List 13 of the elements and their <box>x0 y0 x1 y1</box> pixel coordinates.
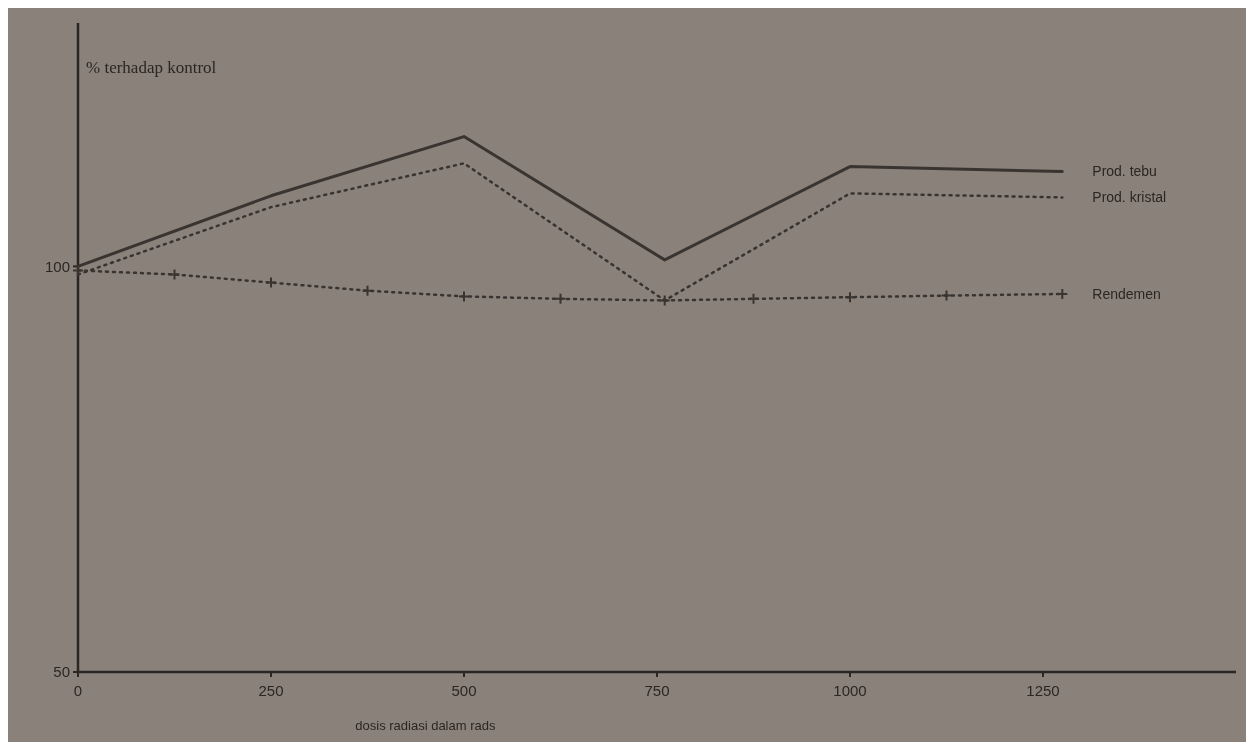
x-tick-label: 250 <box>258 682 284 699</box>
x-tick-label: 500 <box>451 682 477 699</box>
x-tick-label: 750 <box>644 682 670 699</box>
y-tick-label: 50 <box>53 663 70 681</box>
text: Prod. kristal <box>1092 189 1167 206</box>
y-tick-label: 100 <box>44 257 70 275</box>
x-axis-title: dosis radiasi dalam rads <box>355 718 496 733</box>
x-tick-label: 0 <box>73 682 83 699</box>
series-label: Rendemen <box>1092 285 1161 302</box>
text: Prod. tebu <box>1092 163 1157 180</box>
y-axis-title: % terhadap kontrol <box>86 58 217 77</box>
x-tick-label: 1000 <box>833 682 867 699</box>
x-tick-label: 1250 <box>1026 682 1060 699</box>
